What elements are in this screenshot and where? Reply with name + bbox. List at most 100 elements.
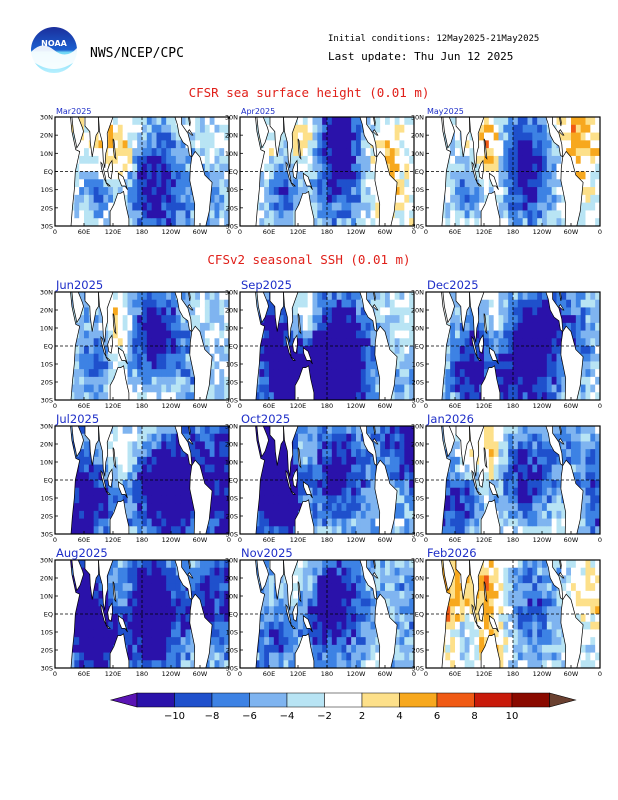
lat-tick-label: EQ <box>44 168 53 176</box>
lat-tick-label: 10N <box>225 325 238 333</box>
lon-tick-label: 180 <box>321 670 333 678</box>
lon-tick-label: 0 <box>53 402 57 410</box>
lon-tick-label: 60W <box>564 228 579 236</box>
lon-tick-label: 120W <box>347 536 366 544</box>
lat-tick-label: 20N <box>40 307 53 315</box>
lon-tick-label: 60W <box>193 536 208 544</box>
panel-title: Apr2025 <box>241 107 275 116</box>
lat-tick-label: 30N <box>225 557 238 565</box>
colorbar-low-arrow <box>109 692 138 708</box>
lon-tick-label: 120W <box>162 536 181 544</box>
lat-tick-label: 20N <box>40 441 53 449</box>
colorbar-swatch <box>136 692 175 708</box>
lat-tick-label: 10S <box>412 495 424 503</box>
lat-tick-label: 20S <box>226 647 238 655</box>
lat-tick-label: EQ <box>229 477 238 485</box>
lon-tick-label: 120E <box>290 402 307 410</box>
lon-tick-label: 120E <box>476 536 493 544</box>
lat-tick-label: 10S <box>226 186 238 194</box>
colorbar-tick-label: 8 <box>471 711 477 722</box>
lon-tick-label: 180 <box>136 228 148 236</box>
colorbar-swatch <box>286 692 325 708</box>
lon-tick-label: 0 <box>227 402 231 410</box>
lon-tick-label: 180 <box>507 670 519 678</box>
lat-tick-label: 20N <box>411 441 424 449</box>
panel-title: May2025 <box>427 107 464 116</box>
panel-title: Feb2026 <box>427 546 477 560</box>
lat-tick-label: 30N <box>225 114 238 122</box>
lat-tick-label: 20S <box>412 379 424 387</box>
last-update: Last update: Thu Jun 12 2025 <box>328 50 513 63</box>
lat-tick-label: 20N <box>225 132 238 140</box>
lon-tick-label: 120W <box>533 670 552 678</box>
lon-tick-label: 0 <box>53 670 57 678</box>
lat-tick-label: 20N <box>225 575 238 583</box>
lon-tick-label: 60E <box>449 402 461 410</box>
logo-text: NOAA <box>41 39 67 48</box>
colorbar-swatch <box>174 692 213 708</box>
lon-tick-label: 120W <box>162 670 181 678</box>
panel-title: Aug2025 <box>56 546 108 560</box>
lon-tick-label: 0 <box>424 228 428 236</box>
lon-tick-label: 0 <box>238 670 242 678</box>
lon-tick-label: 180 <box>507 536 519 544</box>
lat-tick-label: EQ <box>415 611 424 619</box>
lon-tick-label: 0 <box>227 536 231 544</box>
lon-tick-label: 0 <box>53 536 57 544</box>
lat-tick-label: 10S <box>41 495 53 503</box>
lon-tick-label: 120W <box>533 402 552 410</box>
lon-tick-label: 0 <box>227 670 231 678</box>
lon-tick-label: 0 <box>598 536 602 544</box>
lon-tick-label: 120E <box>290 536 307 544</box>
lat-tick-label: 20S <box>226 204 238 212</box>
lat-tick-label: 30S <box>226 223 238 231</box>
lat-tick-label: 30S <box>412 665 424 673</box>
colorbar-tick-label: −4 <box>280 711 295 722</box>
lon-tick-label: 0 <box>412 670 416 678</box>
panel-title: Jan2026 <box>426 412 474 426</box>
lat-tick-label: 30S <box>226 397 238 405</box>
lon-tick-label: 0 <box>598 670 602 678</box>
lon-tick-label: 0 <box>53 228 57 236</box>
lon-tick-label: 120W <box>347 402 366 410</box>
lon-tick-label: 60W <box>193 402 208 410</box>
colorbar-tick-label: 10 <box>506 711 519 722</box>
colorbar-high-arrow <box>549 692 577 708</box>
lat-tick-label: 30S <box>412 531 424 539</box>
lat-tick-label: EQ <box>229 168 238 176</box>
initial-conditions: Initial conditions: 12May2025-21May2025 <box>328 34 539 44</box>
lat-tick-label: 30S <box>412 223 424 231</box>
lon-tick-label: 0 <box>424 670 428 678</box>
lat-tick-label: 30S <box>41 397 53 405</box>
lon-tick-label: 0 <box>238 536 242 544</box>
lat-tick-label: 30S <box>41 665 53 673</box>
lat-tick-label: 30N <box>40 557 53 565</box>
lon-tick-label: 60E <box>449 228 461 236</box>
lat-tick-label: 30S <box>41 531 53 539</box>
lat-tick-label: 10S <box>226 629 238 637</box>
lon-tick-label: 120E <box>290 228 307 236</box>
lat-tick-label: 10S <box>41 361 53 369</box>
colorbar-swatch <box>399 692 438 708</box>
lat-tick-label: 30S <box>226 531 238 539</box>
panel-title: Jul2025 <box>55 412 99 426</box>
lat-tick-label: 20S <box>412 204 424 212</box>
colorbar-tick-label: −6 <box>242 711 257 722</box>
lon-tick-label: 120W <box>533 228 552 236</box>
lon-tick-label: 120W <box>347 670 366 678</box>
lon-tick-label: 120W <box>347 228 366 236</box>
lon-tick-label: 180 <box>507 228 519 236</box>
lat-tick-label: 30S <box>412 397 424 405</box>
lat-tick-label: EQ <box>229 343 238 351</box>
lat-tick-label: 20S <box>41 647 53 655</box>
lon-tick-label: 60E <box>78 670 90 678</box>
panel-title: Nov2025 <box>241 546 293 560</box>
lat-tick-label: 30N <box>225 289 238 297</box>
lon-tick-label: 0 <box>412 228 416 236</box>
lat-tick-label: 20N <box>225 441 238 449</box>
